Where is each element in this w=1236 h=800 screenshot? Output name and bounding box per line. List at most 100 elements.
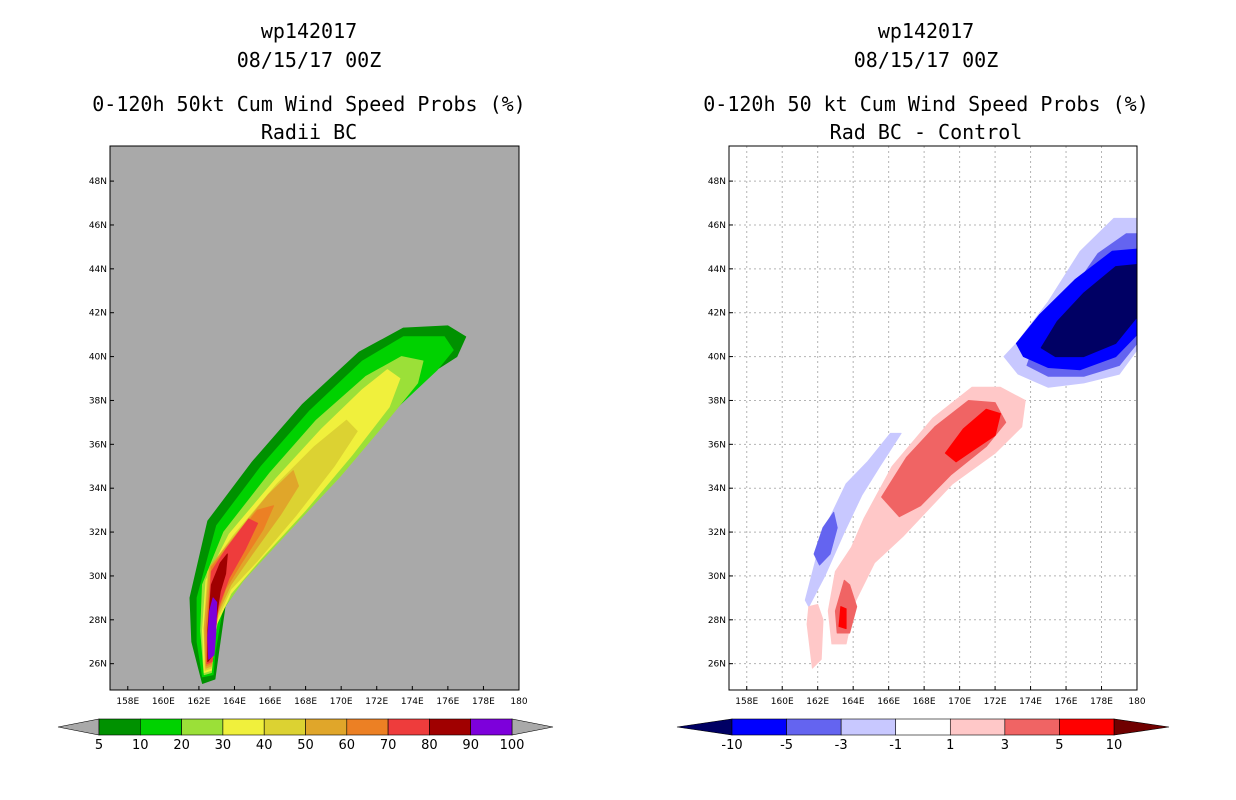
right-colorbar: -10 -5 -3 -1 1 3 5 10 [676,718,1170,753]
right-colorbar-swatch [786,718,842,736]
left-y-tick-label: 44N [89,265,107,275]
left-title: 0-120h 50kt Cum Wind Speed Probs (%) [92,92,525,116]
left-x-tick-label: 164E [223,697,246,707]
left-colorbar-label: 5 [95,738,103,753]
left-y-tick-label: 26N [89,660,107,670]
left-colorbar: 5 10 20 30 40 50 60 70 80 90 100 [57,718,554,753]
right-colorbar-swatch [949,718,1006,736]
right-colorbar-over-arrow [1113,718,1170,736]
left-colorbar-label: 70 [380,738,397,753]
left-colorbar-swatch [98,718,141,736]
left-x-tick-label: 172E [365,697,388,707]
right-x-tick-label: 178E [1090,697,1113,707]
right-colorbar-swatch [731,718,787,736]
right-x-tick-label: 170E [948,697,971,707]
right-y-tick-label: 40N [708,353,726,363]
right-y-tick-label: 28N [708,616,726,626]
left-y-tick-label: 28N [89,616,107,626]
right-colorbar-swatch [840,718,897,736]
left-colorbar-swatch [305,718,348,736]
left-colorbar-label: 20 [173,738,190,753]
left-x-tick-label: 166E [259,697,282,707]
left-y-tick-label: 32N [89,528,107,538]
right-y-tick-label: 26N [708,660,726,670]
left-subtitle: Radii BC [261,120,357,144]
right-colorbar-label: -1 [889,738,902,753]
right-y-tick-label: 34N [708,484,726,494]
right-date: 08/15/17 00Z [854,48,999,72]
right-colorbar-label: -3 [835,738,848,753]
left-colorbar-label: 40 [256,738,273,753]
left-x-tick-label: 158E [116,697,139,707]
left-y-tick-label: 48N [89,177,107,187]
left-y-tick-label: 34N [89,484,107,494]
left-colorbar-swatch [140,718,182,736]
right-x-tick-label: 160E [771,697,794,707]
right-contour-band-5 [813,511,838,566]
right-x-tick-label: 174E [1019,697,1042,707]
left-contour-fills [189,325,467,684]
right-contour-band-4 [804,432,902,608]
right-y-tick-label: 38N [708,396,726,406]
left-colorbar-label: 10 [132,738,149,753]
right-colorbar-swatch [1004,718,1060,736]
left-y-tick-label: 30N [89,572,107,582]
right-contour-fills [804,217,1138,669]
right-x-tick-label: 172E [984,697,1007,707]
right-colorbar-label: 3 [1001,738,1009,753]
left-y-tick-label: 42N [89,309,107,319]
right-x-tick-label: 166E [877,697,900,707]
right-x-tick-label: 158E [735,697,758,707]
left-x-tick-label: 168E [294,697,317,707]
right-y-tick-label: 46N [708,221,726,231]
left-x-tick-label: 162E [187,697,210,707]
right-title: 0-120h 50 kt Cum Wind Speed Probs (%) [703,92,1149,116]
left-colorbar-swatch [181,718,224,736]
left-contour-band-9 [207,597,218,660]
left-colorbar-label: 80 [421,738,438,753]
right-colorbar-label: -10 [721,738,742,753]
right-y-tick-label: 32N [708,528,726,538]
right-y-tick-label: 48N [708,177,726,187]
right-colorbar-label: -5 [780,738,793,753]
right-y-tick-label: 44N [708,265,726,275]
right-colorbar-under-arrow [676,718,733,736]
left-plot-border [109,145,520,691]
left-colorbar-label: 30 [215,738,232,753]
left-colorbar-swatch [222,718,265,736]
left-y-tick-label: 46N [89,221,107,231]
right-colorbar-swatch [895,718,951,736]
left-colorbar-label: 90 [462,738,479,753]
left-colorbar-label: 60 [339,738,356,753]
left-x-tick-label: 160E [152,697,175,707]
left-colorbar-swatch [429,718,471,736]
right-subtitle: Rad BC - Control [830,120,1023,144]
left-panel: wp142017 08/15/17 00Z 0-120h 50kt Cum Wi… [57,19,554,753]
left-colorbar-swatch [387,718,430,736]
right-y-tick-label: 42N [708,309,726,319]
left-x-tick-label: 180 [510,697,527,707]
left-colorbar-under-arrow [57,718,100,736]
right-contour-band-11 [944,408,1001,463]
right-colorbar-label: 5 [1055,738,1063,753]
left-y-tick-label: 36N [89,440,107,450]
left-x-tick-label: 174E [401,697,424,707]
right-x-tick-label: 180 [1128,697,1145,707]
right-colorbar-swatch [1059,718,1115,736]
left-colorbar-swatch [470,718,513,736]
left-x-tick-label: 176E [436,697,459,707]
right-axis-ticks: 158E 160E 162E 164E 166E 168E 170E 172E 174E 176E… [708,177,1146,707]
right-y-tick-label: 30N [708,572,726,582]
left-colorbar-label: 100 [500,738,525,753]
left-colorbar-label: 50 [297,738,314,753]
right-y-tick-label: 36N [708,440,726,450]
right-x-tick-label: 168E [913,697,936,707]
right-contour-band-6 [806,604,824,669]
left-x-tick-label: 178E [472,697,495,707]
left-x-tick-label: 170E [330,697,353,707]
left-axis-ticks: 158E 160E 162E 164E 166E 168E 170E 172E 174E 176E… [89,177,528,707]
right-panel: wp142017 08/15/17 00Z 0-120h 50 kt Cum W… [676,19,1170,753]
left-colorbar-swatch [346,718,389,736]
left-colorbar-swatch [263,718,306,736]
left-storm-id: wp142017 [261,19,357,43]
